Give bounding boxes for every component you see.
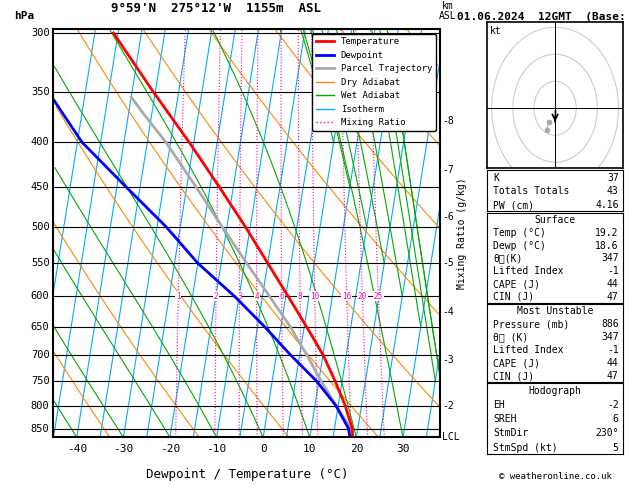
Text: 230°: 230° [595,429,619,438]
Text: Most Unstable: Most Unstable [517,306,593,316]
Text: -2: -2 [607,400,619,410]
Text: 5: 5 [613,443,619,452]
Text: θᴇ(K): θᴇ(K) [493,254,522,263]
Text: 20: 20 [350,444,363,453]
Text: Hodograph: Hodograph [528,386,582,396]
Text: CAPE (J): CAPE (J) [493,279,540,289]
Text: 850: 850 [31,424,50,434]
Text: 47: 47 [607,292,619,302]
Text: SREH: SREH [493,415,516,424]
Text: 2: 2 [214,292,218,301]
Text: 3: 3 [237,292,242,301]
Text: 350: 350 [31,87,50,97]
Text: 400: 400 [31,137,50,147]
Text: hPa: hPa [14,11,35,21]
Text: 8: 8 [298,292,303,301]
Text: 44: 44 [607,279,619,289]
Text: 19.2: 19.2 [595,228,619,238]
Text: 10: 10 [310,292,320,301]
Text: 25: 25 [374,292,383,301]
Text: Totals Totals: Totals Totals [493,187,569,196]
Text: -20: -20 [160,444,180,453]
Text: -1: -1 [607,345,619,355]
Text: 37: 37 [607,173,619,183]
Text: PW (cm): PW (cm) [493,200,534,210]
Text: 20: 20 [358,292,367,301]
Text: 18.6: 18.6 [595,241,619,251]
Text: -8: -8 [442,116,454,126]
Text: CIN (J): CIN (J) [493,292,534,302]
Text: -10: -10 [206,444,226,453]
Text: StmDir: StmDir [493,429,528,438]
Text: StmSpd (kt): StmSpd (kt) [493,443,557,452]
Text: Dewpoint / Temperature (°C): Dewpoint / Temperature (°C) [146,468,348,481]
Text: 347: 347 [601,254,619,263]
Text: © weatheronline.co.uk: © weatheronline.co.uk [499,472,611,481]
Text: 886: 886 [601,319,619,330]
Text: -7: -7 [442,165,454,175]
Text: km
ASL: km ASL [439,1,457,21]
Text: 10: 10 [303,444,316,453]
Text: 650: 650 [31,322,50,331]
Text: 347: 347 [601,332,619,342]
Text: θᴇ (K): θᴇ (K) [493,332,528,342]
Text: 500: 500 [31,222,50,232]
Text: -5: -5 [442,258,454,268]
Text: Lifted Index: Lifted Index [493,266,564,277]
Text: 700: 700 [31,350,50,360]
Text: Dewp (°C): Dewp (°C) [493,241,546,251]
Text: -2: -2 [442,400,454,411]
Text: 300: 300 [31,28,50,38]
Text: 6: 6 [279,292,284,301]
Text: 800: 800 [31,400,50,411]
Text: Temp (°C): Temp (°C) [493,228,546,238]
Text: LCL: LCL [442,432,460,441]
Text: 1: 1 [176,292,181,301]
Text: -6: -6 [442,212,454,222]
Text: kt: kt [490,26,502,36]
Text: 450: 450 [31,182,50,192]
Text: EH: EH [493,400,504,410]
Text: 600: 600 [31,291,50,301]
Text: 30: 30 [396,444,409,453]
Text: 4: 4 [254,292,259,301]
Text: 44: 44 [607,358,619,368]
Legend: Temperature, Dewpoint, Parcel Trajectory, Dry Adiabat, Wet Adiabat, Isotherm, Mi: Temperature, Dewpoint, Parcel Trajectory… [312,34,436,131]
Text: CIN (J): CIN (J) [493,371,534,381]
Text: 4.16: 4.16 [595,200,619,210]
Text: 750: 750 [31,376,50,386]
Text: 43: 43 [607,187,619,196]
Text: CAPE (J): CAPE (J) [493,358,540,368]
Text: -4: -4 [442,307,454,317]
Text: -30: -30 [113,444,133,453]
Text: 01.06.2024  12GMT  (Base: 12): 01.06.2024 12GMT (Base: 12) [457,12,629,22]
Text: K: K [493,173,499,183]
Text: 16: 16 [342,292,352,301]
Text: 9°59'N  275°12'W  1155m  ASL: 9°59'N 275°12'W 1155m ASL [111,2,321,15]
Text: 6: 6 [613,415,619,424]
Text: Lifted Index: Lifted Index [493,345,564,355]
Text: -40: -40 [67,444,87,453]
Text: Pressure (mb): Pressure (mb) [493,319,569,330]
Text: Surface: Surface [535,215,576,225]
Text: Mixing Ratio (g/kg): Mixing Ratio (g/kg) [457,177,467,289]
Text: 47: 47 [607,371,619,381]
Text: 550: 550 [31,258,50,268]
Text: 0: 0 [260,444,267,453]
Text: -3: -3 [442,355,454,365]
Text: -1: -1 [607,266,619,277]
